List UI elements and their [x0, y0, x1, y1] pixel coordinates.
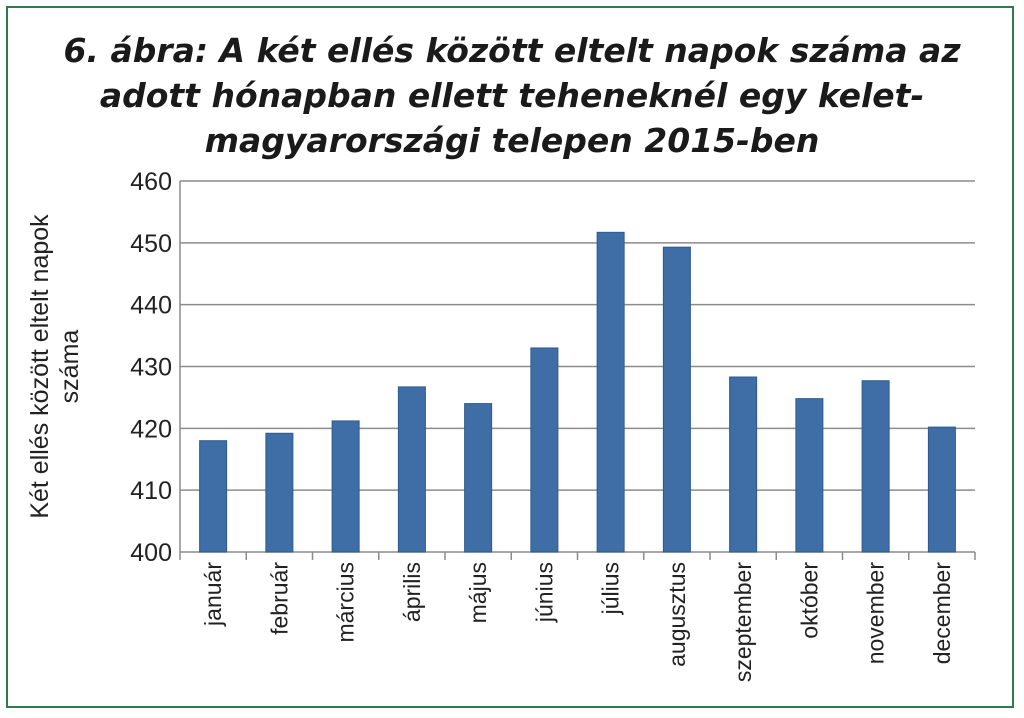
x-tick-label: november [863, 562, 889, 665]
x-tick-label: december [929, 562, 955, 665]
y-tick-label: 460 [130, 168, 172, 196]
y-axis-label-line: Két ellés között eltelt napok [26, 214, 54, 519]
x-tick-label: szeptember [730, 562, 756, 683]
x-tick-label: május [465, 562, 491, 623]
y-axis-label-line: száma [56, 330, 84, 404]
bar-július [596, 231, 625, 553]
x-tick-label: augusztus [664, 562, 690, 667]
y-tick-label: 420 [130, 415, 172, 443]
x-tick-label: június [531, 562, 557, 623]
bar-október [795, 398, 824, 553]
y-tick-label: 410 [130, 477, 172, 505]
y-tick-label: 400 [130, 539, 172, 567]
gridlines [179, 180, 975, 553]
x-tick-label: július [598, 562, 624, 615]
chart-title: 6. ábra: A két ellés között eltelt napok… [63, 31, 961, 160]
y-tick-label: 450 [130, 230, 172, 258]
y-tick-label: 440 [130, 292, 172, 320]
y-tick-label: 430 [130, 354, 172, 382]
x-tick-label: április [399, 562, 425, 622]
bar-december [927, 426, 956, 553]
bar-február [265, 432, 294, 553]
y-tick-labels: 400 410 420 430 440 450 460 [130, 168, 172, 567]
x-tick-label: február [266, 562, 292, 635]
bar-június [530, 347, 559, 553]
chart-frame [6, 6, 1014, 708]
bar-május [464, 403, 493, 553]
x-tick-label: október [796, 562, 822, 639]
bar-augusztus [662, 246, 691, 553]
bar-szeptember [729, 376, 758, 553]
x-tick-label: január [200, 562, 226, 627]
bars [199, 231, 956, 553]
y-axis-label: Két ellés között eltelt napokszáma [26, 214, 84, 519]
bar-március [331, 420, 360, 553]
x-tick-label: március [333, 562, 359, 643]
bar-január [199, 440, 228, 553]
x-tick-labels: január február március április május június jú… [200, 562, 955, 683]
x-tick-marks [179, 552, 976, 560]
bar-november [861, 380, 890, 553]
bar-április [397, 386, 426, 553]
